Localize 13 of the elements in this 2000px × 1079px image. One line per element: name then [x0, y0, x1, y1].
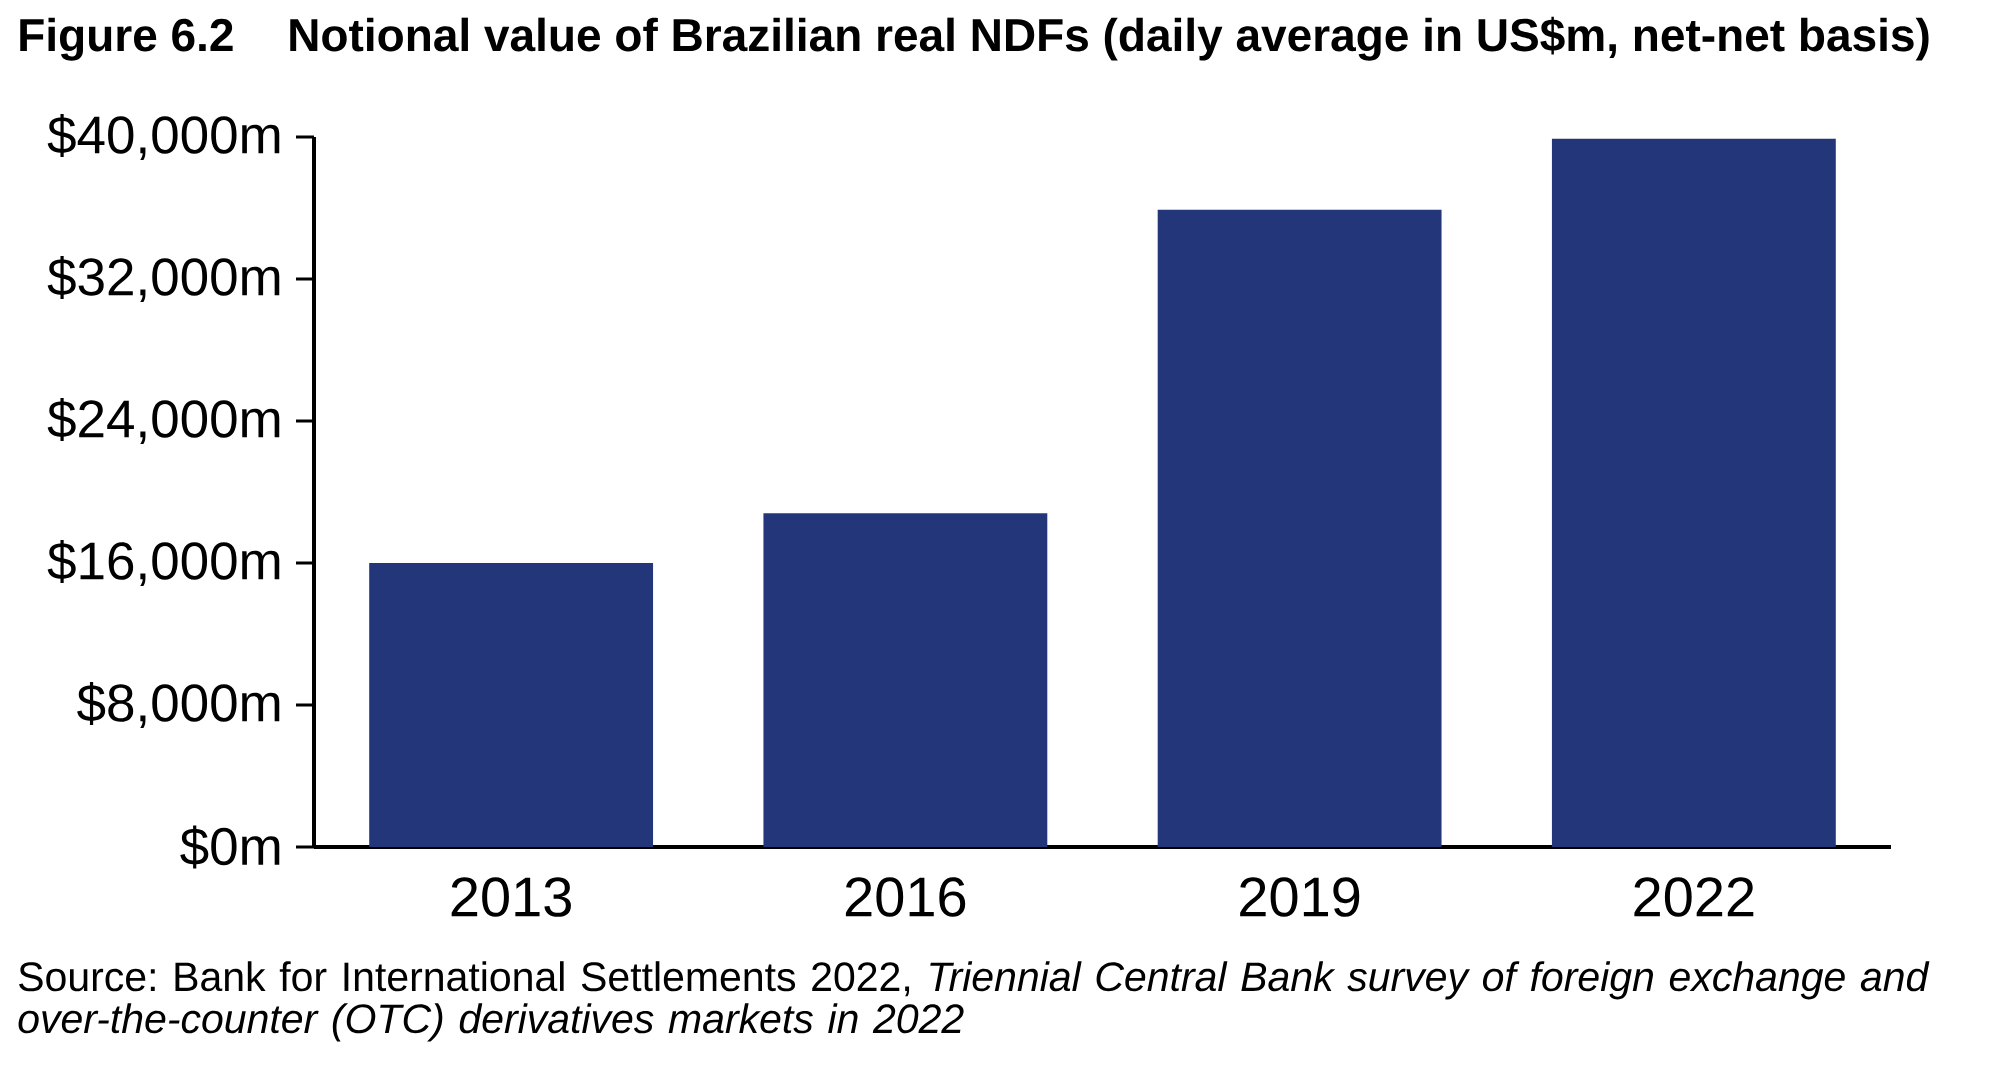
source-note: Source: Bank for International Settlements 2022, Triennial Central Bank survey of foreign exchange and over-the-counter (OTC) derivatives markets in 2022 [18, 961, 1930, 1042]
x-tick-label: 2022 [1634, 877, 1754, 917]
chart-title: Figure 6.2 [20, 17, 233, 61]
x-tick-label: 2013 [451, 877, 571, 917]
x-tick-label: 2016 [845, 877, 966, 917]
chart-subtitle: Notional value of Brazilian real NDFs (daily average in US$m, net-net basis) [290, 16, 1929, 61]
y-tick-label: $24,000m [47, 398, 280, 444]
x-tick-label: 2019 [1240, 877, 1360, 917]
y-tick-label: $40,000m [47, 113, 280, 160]
y-tick-label: $8,000m [77, 682, 280, 728]
y-tick-label: $32,000m [47, 256, 280, 302]
y-tick-label: $16,000m [47, 540, 280, 586]
y-tick-label: $0m [180, 825, 280, 869]
